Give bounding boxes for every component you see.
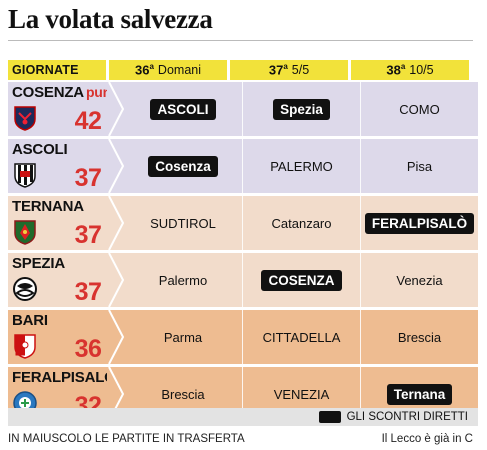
- match-cells: Cosenza PALERMO Pisa: [124, 139, 478, 193]
- match-cells: Palermo COSENZA Venezia: [124, 253, 478, 307]
- match-cell: PALERMO: [242, 139, 360, 193]
- row-arrow: [107, 310, 125, 364]
- match-opponent: Venezia: [396, 272, 443, 288]
- team-cell: TERNANA 37: [8, 196, 108, 250]
- direct-match-badge: Cosenza: [148, 155, 218, 177]
- legend-swatch: [318, 411, 341, 423]
- team-name: SPEZIA: [12, 255, 65, 272]
- round-sup: a: [400, 62, 406, 72]
- standings-table: COSENZA punti 42 ASCOLI Spezia COMO ASCOL…: [8, 82, 478, 424]
- header-giornate: GIORNATE: [8, 60, 106, 80]
- match-cell: Spezia: [242, 82, 360, 136]
- match-cells: SUDTIROL Catanzaro FERALPISALÒ: [124, 196, 478, 250]
- team-name: FERALPISALÒ: [12, 369, 116, 386]
- round-number: 37: [268, 62, 284, 78]
- match-opponent: Brescia: [161, 386, 205, 402]
- header-round-38: 38a 10/5: [351, 60, 469, 80]
- direct-match-badge: FERALPISALÒ: [364, 212, 475, 234]
- match-cell: SUDTIROL: [124, 196, 242, 250]
- round-number: 38: [386, 62, 401, 78]
- match-cell: Venezia: [360, 253, 478, 307]
- match-cell: COMO: [360, 82, 478, 136]
- match-opponent: Palermo: [158, 272, 208, 288]
- cosenza-crest-icon: [12, 104, 38, 132]
- team-name: ASCOLI: [12, 141, 68, 158]
- match-cell: Brescia: [124, 367, 242, 421]
- legend: GLI SCONTRI DIRETTI: [8, 408, 478, 426]
- round-label: Domani: [157, 63, 201, 77]
- match-cell: Cosenza: [124, 139, 242, 193]
- match-cell: Pisa: [360, 139, 478, 193]
- match-opponent: VENEZIA: [273, 386, 330, 402]
- match-cell: COSENZA: [242, 253, 360, 307]
- match-opponent: PALERMO: [270, 158, 333, 174]
- table-header: GIORNATE 36a Domani 37a 5/5 38a 10/5: [8, 60, 478, 80]
- header-round-36: 36a Domani: [109, 60, 227, 80]
- footnote-lecco: Il Lecco è già in C: [381, 433, 473, 445]
- footnote-away-matches: IN MAIUSCOLO LE PARTITE IN TRASFERTA: [8, 433, 245, 445]
- row-arrow: [107, 253, 125, 307]
- row-arrow: [107, 139, 125, 193]
- match-cell: Ternana: [360, 367, 478, 421]
- direct-match-badge: ASCOLI: [150, 98, 216, 120]
- legend-label: GLI SCONTRI DIRETTI: [346, 411, 468, 423]
- team-points: 36: [74, 335, 102, 363]
- team-cell: COSENZA punti 42: [8, 82, 119, 136]
- match-cell: VENEZIA: [242, 367, 360, 421]
- table-row-ascoli: ASCOLI 37 Cosenza PALERMO Pisa: [8, 139, 478, 193]
- match-cell: Brescia: [360, 310, 478, 364]
- row-arrow: [107, 196, 125, 250]
- match-opponent: COMO: [399, 101, 440, 117]
- team-name: TERNANA: [12, 198, 84, 215]
- team-points: 37: [74, 164, 102, 192]
- match-opponent: Catanzaro: [271, 215, 332, 231]
- round-sup: a: [149, 62, 154, 72]
- row-arrow: [107, 82, 125, 136]
- match-cell: Palermo: [124, 253, 242, 307]
- table-row-ternana: TERNANA 37 SUDTIROL Catanzaro FERALPISAL…: [8, 196, 478, 250]
- team-name: BARI: [12, 312, 48, 329]
- match-cell: ASCOLI: [124, 82, 242, 136]
- table-row-bari: BARI 36 Parma CITTADELLA Brescia: [8, 310, 478, 364]
- match-cell: Catanzaro: [242, 196, 360, 250]
- match-cell: FERALPISALÒ: [360, 196, 478, 250]
- table-row-cosenza: COSENZA punti 42 ASCOLI Spezia COMO: [8, 82, 478, 136]
- match-opponent: Parma: [163, 329, 203, 345]
- match-opponent: Pisa: [406, 158, 433, 174]
- team-name: COSENZA: [12, 84, 84, 101]
- match-cells: ASCOLI Spezia COMO: [124, 82, 478, 136]
- header-round-37: 37a 5/5: [230, 60, 348, 80]
- round-sup: a: [283, 62, 288, 72]
- ascoli-crest-icon: [12, 161, 38, 189]
- team-points: 37: [74, 221, 102, 249]
- title-divider: [8, 40, 473, 41]
- match-cells: Parma CITTADELLA Brescia: [124, 310, 478, 364]
- match-opponent: Brescia: [397, 329, 442, 345]
- table-row-spezia: SPEZIA 37 Palermo COSENZA Venezia: [8, 253, 478, 307]
- team-points: 42: [74, 107, 102, 135]
- direct-match-badge: Spezia: [273, 98, 330, 120]
- spezia-crest-icon: [12, 275, 38, 303]
- bari-crest-icon: [12, 332, 38, 360]
- team-cell: ASCOLI 37: [8, 139, 108, 193]
- direct-match-badge: Ternana: [386, 383, 453, 405]
- match-opponent: CITTADELLA: [262, 329, 341, 345]
- round-number: 36: [135, 62, 150, 78]
- team-cell: SPEZIA 37: [8, 253, 108, 307]
- round-label: 10/5: [409, 63, 434, 77]
- team-cell: BARI 36: [8, 310, 108, 364]
- match-opponent: SUDTIROL: [150, 215, 216, 231]
- team-points: 37: [74, 278, 102, 306]
- round-label: 5/5: [291, 63, 310, 77]
- ternana-crest-icon: [12, 218, 38, 246]
- match-cell: Parma: [124, 310, 242, 364]
- page-title: La volata salvezza: [8, 4, 213, 34]
- match-cell: CITTADELLA: [242, 310, 360, 364]
- direct-match-badge: COSENZA: [261, 269, 342, 291]
